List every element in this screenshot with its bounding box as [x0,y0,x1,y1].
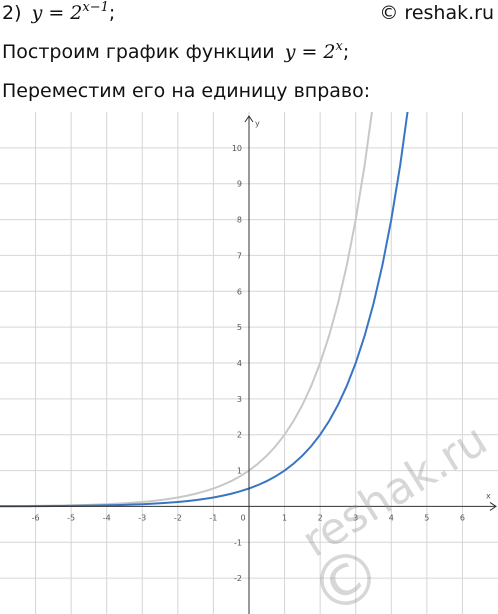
x-tick-label: 1 [282,513,287,522]
curve [0,112,373,508]
y-tick-label: 8 [237,216,242,225]
task-number: 2) [2,2,22,24]
x-tick-label: -4 [103,513,111,522]
formula-exponent: x [336,39,344,54]
y-tick-label: 9 [237,180,242,189]
formula: y = 2 [31,2,83,24]
step1-line: Построим график функции y = 2x; [2,39,349,63]
y-tick-label: 1 [237,467,242,476]
watermark-text: reshak.ru [293,414,496,567]
y-tick-label: 6 [237,287,242,296]
step2-text: Переместим его на единицу вправо: [2,80,370,102]
y-axis-arrow [244,115,254,123]
axes: -6 -5 -4 -3 -2 -1 0 1 2 3 4 5 6 -2 -1 1 2 3 4 5 6 7 8 9 10 x y [0,115,497,614]
y-tick-label: 7 [237,251,242,260]
task-line: 2) y = 2x−1; [2,0,115,24]
x-tick-label: -6 [32,513,40,522]
x-tick-label: 6 [460,513,465,522]
x-axis-label: x [486,491,491,500]
y-tick-label: 10 [232,144,242,153]
y-tick-label: -2 [234,574,242,583]
x-tick-label: 4 [389,513,394,522]
y-tick-label: -1 [234,538,242,547]
y-tick-label: 3 [237,395,242,404]
x-tick-label: 0 [240,513,245,522]
x-tick-label: 3 [353,513,358,522]
y-tick-label: 2 [237,431,242,440]
y-tick-label: 5 [237,323,242,332]
x-tick-label: -5 [67,513,75,522]
curves [0,112,409,508]
y-axis-label: y [255,119,260,128]
x-tick-label: -3 [138,513,146,522]
formula-exponent: x−1 [82,0,109,15]
formula-end: ; [109,2,115,24]
formula: y = 2 [284,41,336,63]
formula-end: ; [343,41,349,63]
curve [0,112,409,508]
step1-text: Построим график функции [2,41,275,63]
x-tick-label: 2 [318,513,323,522]
x-tick-label: -2 [174,513,182,522]
y-tick-label: 4 [237,359,242,368]
copyright: © reshak.ru [379,2,494,24]
x-tick-label: 5 [424,513,429,522]
x-axis-arrow [489,502,497,511]
x-tick-label: -1 [209,513,217,522]
